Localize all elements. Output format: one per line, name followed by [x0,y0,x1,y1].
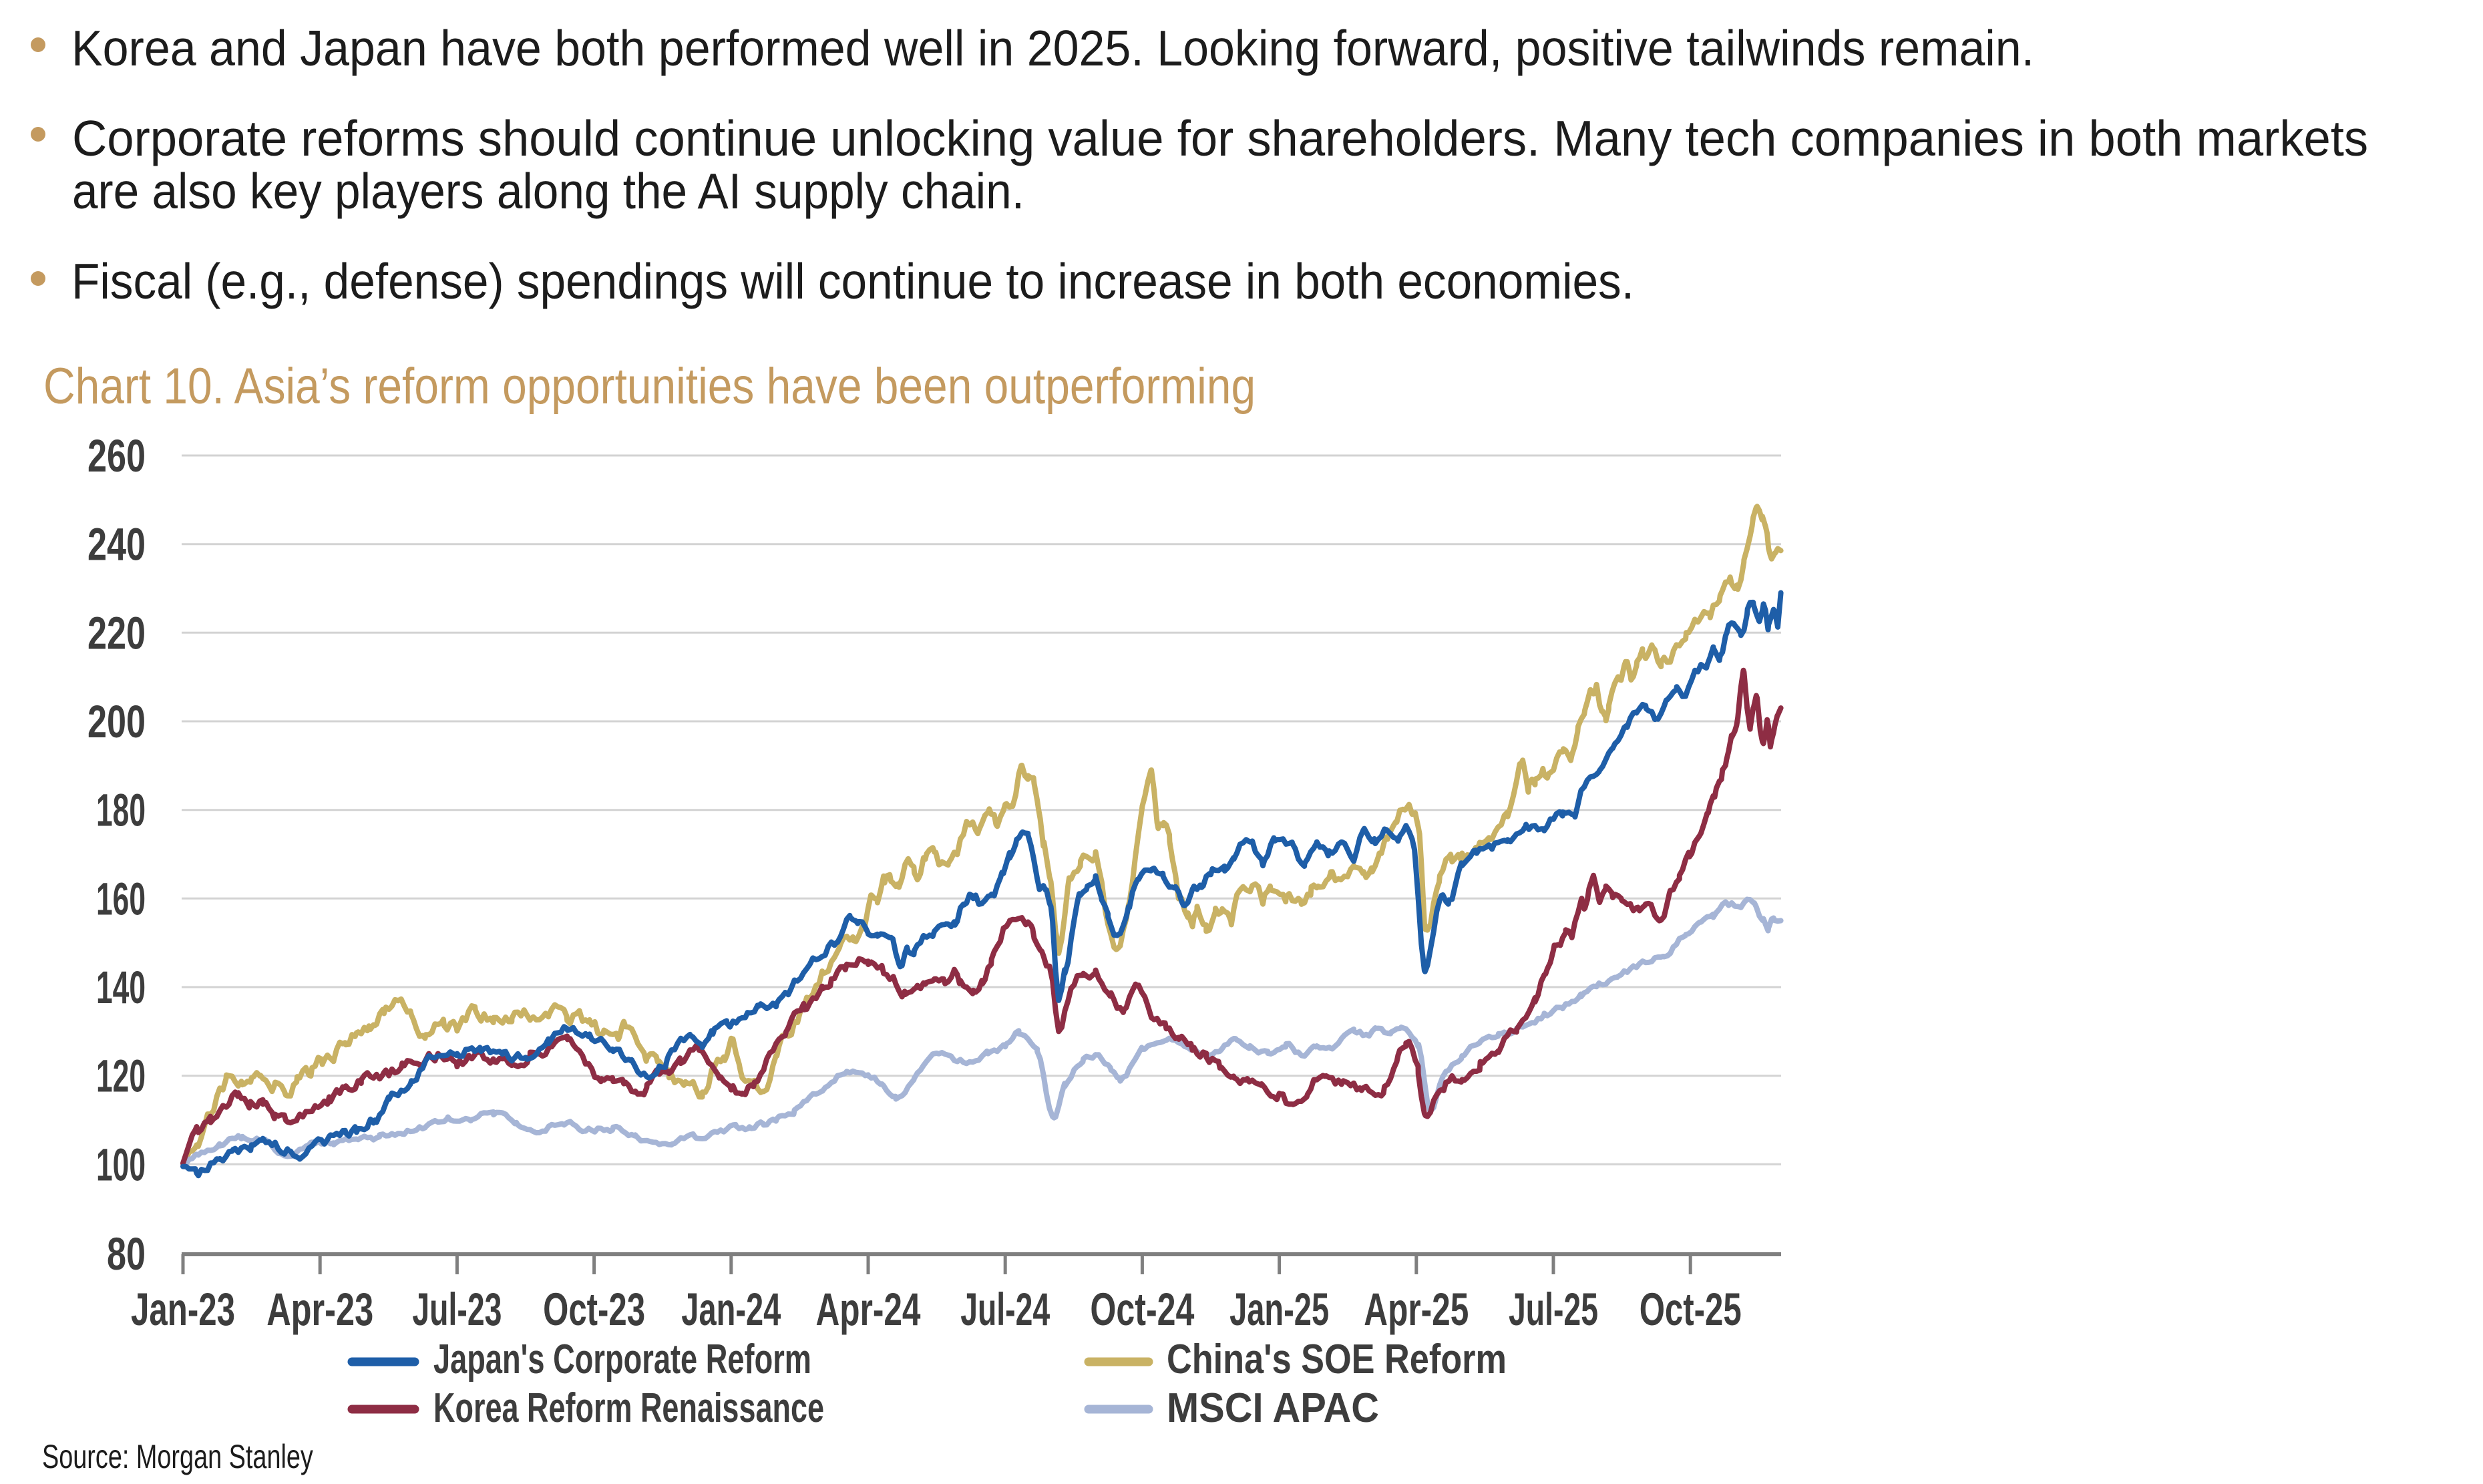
svg-text:Apr-24: Apr-24 [816,1284,921,1335]
svg-text:260: 260 [87,430,146,482]
svg-text:Japan's Corporate Reform: Japan's Corporate Reform [433,1336,811,1382]
svg-text:MSCI APAC: MSCI APAC [1167,1385,1379,1431]
svg-text:Oct-24: Oct-24 [1090,1284,1194,1335]
svg-text:Apr-23: Apr-23 [266,1284,373,1335]
svg-text:Apr-25: Apr-25 [1364,1284,1469,1335]
svg-text:180: 180 [96,785,146,836]
svg-text:Jul-25: Jul-25 [1509,1284,1598,1335]
svg-text:200: 200 [87,696,146,747]
svg-text:China's SOE Reform: China's SOE Reform [1167,1336,1507,1382]
svg-text:100: 100 [96,1139,146,1190]
svg-text:160: 160 [96,873,146,924]
svg-text:Jan-23: Jan-23 [131,1284,235,1335]
svg-text:120: 120 [96,1051,146,1102]
svg-text:Korea Reform Renaissance: Korea Reform Renaissance [433,1385,824,1431]
svg-text:80: 80 [107,1228,146,1280]
svg-text:240: 240 [87,519,146,570]
svg-text:Jan-25: Jan-25 [1229,1284,1329,1335]
svg-text:Jul-24: Jul-24 [960,1284,1050,1335]
svg-text:140: 140 [96,962,146,1013]
svg-text:Oct-23: Oct-23 [543,1284,645,1335]
svg-text:Jan-24: Jan-24 [681,1284,781,1335]
svg-text:220: 220 [87,607,146,659]
svg-text:Jul-23: Jul-23 [412,1284,502,1335]
svg-text:Oct-25: Oct-25 [1640,1284,1742,1335]
